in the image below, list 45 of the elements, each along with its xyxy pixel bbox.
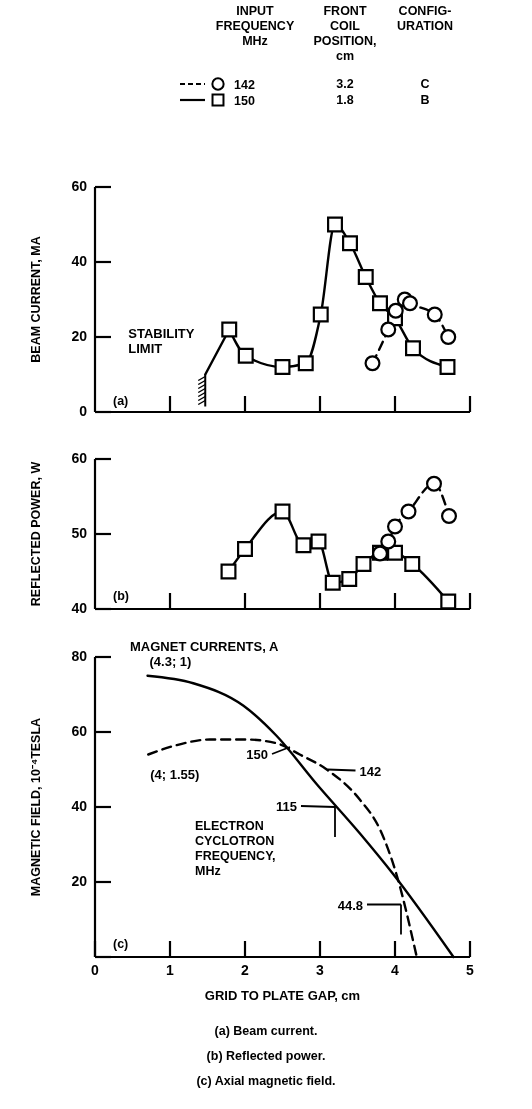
annotation: 142 <box>359 763 382 779</box>
annotation: 150 <box>246 747 268 762</box>
annotation: (c) <box>113 937 129 951</box>
y-tick-label: 60 <box>71 178 88 195</box>
y-tick-label: 60 <box>71 450 88 467</box>
text: C <box>420 77 430 91</box>
y-tick-label: 20 <box>71 328 88 345</box>
annotation: STABILITY LIMIT <box>128 325 195 356</box>
y-tick-label: 20 <box>71 873 88 890</box>
text: (a) Beam current. <box>214 1024 318 1038</box>
text: B <box>420 93 430 107</box>
y-axis-title: MAGNETIC FIELD, 10⁻⁴TESLA <box>29 717 43 897</box>
annotation: ELECTRON CYCLOTRON FREQUENCY, MHz <box>195 819 276 878</box>
x-tick-label: 4 <box>391 961 400 978</box>
legend-label: 142 <box>234 78 255 92</box>
x-tick-label: 2 <box>241 961 250 978</box>
text: (b) Reflected power. <box>206 1049 326 1063</box>
x-axis-title: GRID TO PLATE GAP, cm <box>204 988 361 1003</box>
y-axis-title: BEAM CURRENT, MA <box>29 236 43 363</box>
text: (c) Axial magnetic field. <box>196 1074 336 1088</box>
legend-label: 150 <box>234 94 255 108</box>
y-tick-label: 40 <box>71 798 88 815</box>
text: CONFIG- URATION <box>396 4 454 33</box>
legend-title: INPUT FREQUENCY MHz <box>215 4 295 48</box>
x-tick-label: 1 <box>166 961 175 978</box>
annotation: (b) <box>113 589 129 603</box>
series-label: (4.3; 1) <box>149 653 192 669</box>
x-tick-label: 3 <box>316 961 325 978</box>
series-label: (4; 1.55) <box>150 766 200 782</box>
y-tick-label: 80 <box>71 648 88 665</box>
y-axis-title: REFLECTED POWER, W <box>29 461 43 607</box>
y-tick-label: 50 <box>71 525 88 542</box>
text: FRONT COIL POSITION, cm <box>313 4 377 63</box>
text: 1.8 <box>336 93 354 107</box>
y-tick-label: 40 <box>71 253 88 270</box>
annotation: 115 <box>276 799 297 814</box>
x-tick-label: 5 <box>466 961 475 978</box>
annotation: 44.8 <box>337 897 363 913</box>
y-tick-label: 60 <box>71 723 88 740</box>
annotation: (a) <box>113 394 129 408</box>
legend-title: MAGNET CURRENTS, A <box>130 639 279 654</box>
x-tick-label: 0 <box>91 961 100 978</box>
y-tick-label: 0 <box>79 403 88 420</box>
y-tick-label: 40 <box>71 600 88 617</box>
text: 3.2 <box>336 77 354 91</box>
